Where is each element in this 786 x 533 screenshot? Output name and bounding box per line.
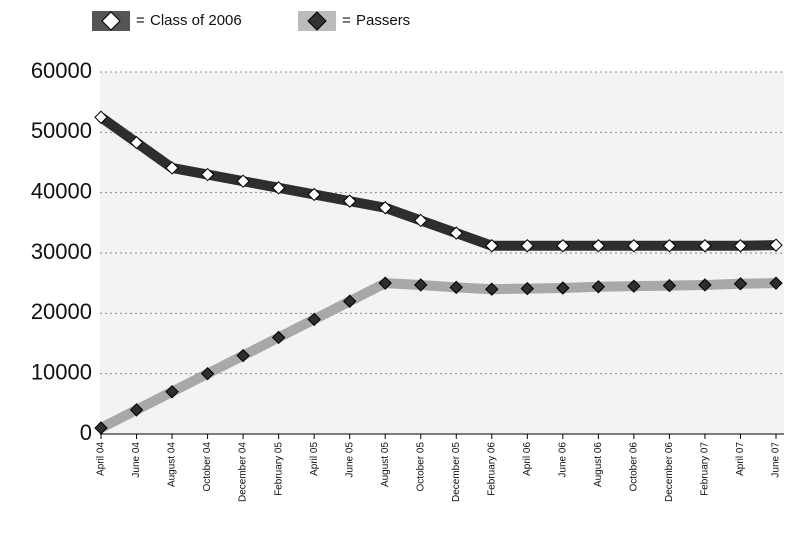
- data-point: [627, 279, 641, 293]
- data-point: [307, 187, 321, 202]
- data-point: [520, 281, 535, 296]
- x-tick-label: April 04: [96, 442, 107, 476]
- data-point: [485, 282, 499, 296]
- data-point: [236, 348, 250, 363]
- x-tick-label: December 05: [451, 442, 462, 502]
- data-point: [769, 276, 783, 290]
- x-tick-label: October 05: [415, 442, 426, 492]
- data-point: [378, 201, 392, 215]
- data-point: [591, 280, 606, 294]
- x-tick-label: October 04: [202, 442, 213, 492]
- x-tick-label: December 06: [664, 442, 675, 502]
- data-point: [733, 277, 748, 291]
- data-point: [698, 239, 712, 253]
- x-tick-label: June 04: [131, 442, 142, 478]
- x-tick-label: June 05: [344, 442, 355, 478]
- data-point: [236, 174, 250, 188]
- data-point: [94, 421, 108, 435]
- y-tick-label: 30000: [31, 239, 92, 264]
- x-tick-label: February 05: [273, 442, 284, 496]
- data-point: [556, 239, 570, 253]
- y-tick-label: 0: [80, 420, 92, 445]
- x-tick-label: February 06: [486, 442, 497, 496]
- data-point: [307, 312, 321, 327]
- data-point: [129, 403, 144, 417]
- data-point: [342, 294, 357, 308]
- data-point: [591, 239, 606, 253]
- data-point: [627, 239, 641, 253]
- x-tick-label: April 07: [735, 442, 746, 476]
- x-tick-label: August 06: [593, 442, 604, 487]
- data-point: [200, 167, 215, 182]
- data-point: [449, 280, 463, 295]
- x-tick-label: August 04: [167, 442, 178, 487]
- data-point: [414, 278, 428, 292]
- y-tick-label: 10000: [31, 359, 92, 384]
- data-point: [378, 276, 392, 290]
- data-point: [520, 239, 535, 253]
- x-tick-label: October 06: [629, 442, 640, 492]
- x-tick-label: April 05: [309, 442, 320, 476]
- data-point: [129, 135, 144, 150]
- data-point: [165, 385, 179, 399]
- x-tick-label: August 05: [380, 442, 391, 487]
- legend-marker: [101, 11, 121, 31]
- y-tick-label: 50000: [31, 118, 92, 143]
- data-point: [449, 226, 463, 240]
- legend-marker: [307, 11, 327, 31]
- x-tick-label: April 06: [522, 442, 533, 476]
- data-point: [271, 330, 286, 345]
- x-tick-label: June 07: [771, 442, 782, 478]
- data-point: [698, 278, 712, 292]
- legend-eq: =: [342, 12, 351, 29]
- data-point: [200, 366, 215, 381]
- y-tick-label: 40000: [31, 178, 92, 203]
- x-tick-label: June 06: [557, 442, 568, 478]
- data-point: [271, 181, 286, 195]
- legend: = Class of 2006 = Passers: [92, 11, 410, 31]
- y-tick-label: 20000: [31, 299, 92, 324]
- y-tick-label: 60000: [31, 58, 92, 83]
- data-point: [662, 278, 677, 293]
- data-point: [485, 239, 499, 253]
- data-point: [414, 213, 428, 228]
- data-point: [165, 161, 179, 175]
- legend-label: Class of 2006: [150, 12, 242, 29]
- data-point: [769, 238, 783, 252]
- data-point: [94, 110, 108, 124]
- x-tick-label: February 07: [700, 442, 711, 496]
- data-point: [342, 194, 357, 208]
- legend-eq: =: [136, 12, 145, 29]
- x-tick-label: December 04: [238, 442, 249, 502]
- data-point: [733, 239, 748, 253]
- data-point: [556, 281, 570, 295]
- data-point: [662, 239, 677, 253]
- legend-label: Passers: [356, 12, 410, 29]
